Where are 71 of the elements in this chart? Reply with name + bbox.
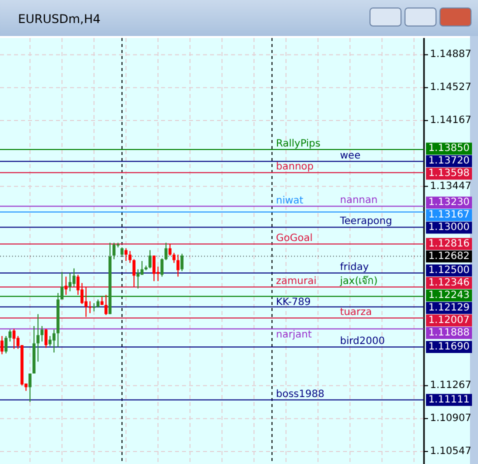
annotation: Teerapong bbox=[339, 216, 392, 228]
candlestick bbox=[176, 254, 180, 278]
ref-line-label: 1.13850 bbox=[428, 143, 470, 154]
candlestick bbox=[152, 255, 156, 282]
candlestick bbox=[12, 328, 16, 350]
candlestick bbox=[60, 272, 64, 300]
candlestick bbox=[132, 258, 136, 288]
ref-line-label: 1.11111 bbox=[428, 394, 470, 406]
annotation: KK-789 bbox=[276, 296, 311, 308]
annotation: RallyPips bbox=[276, 138, 320, 150]
y-tick-label: 1.14887 bbox=[430, 49, 472, 60]
candlestick bbox=[52, 329, 56, 353]
y-tick-label: 1.13447 bbox=[430, 180, 472, 192]
candlestick bbox=[136, 268, 140, 289]
ref-line-label: 1.13598 bbox=[428, 168, 470, 180]
ref-line-label: 1.12007 bbox=[428, 314, 470, 326]
y-tick-label: 1.10547 bbox=[430, 446, 472, 457]
annotation: bird2000 bbox=[340, 336, 385, 347]
candlestick bbox=[148, 250, 152, 269]
annotation: jax(เจ๊ก) bbox=[339, 274, 378, 287]
ref-line-label: 1.12682 bbox=[428, 250, 470, 262]
candlestick bbox=[168, 243, 172, 256]
candlestick bbox=[36, 314, 40, 362]
annotation: tuarza bbox=[340, 307, 372, 318]
annotation: nannan bbox=[340, 195, 378, 206]
ref-line-label: 1.13000 bbox=[428, 222, 470, 234]
ref-line-label: 1.12816 bbox=[428, 238, 470, 250]
ref-line-label: 1.12243 bbox=[428, 290, 470, 301]
annotation: boss1988 bbox=[276, 388, 324, 400]
y-tick-label: 1.11267 bbox=[430, 380, 472, 392]
ref-line-label: 1.12346 bbox=[428, 277, 470, 288]
y-tick-label: 1.14167 bbox=[430, 115, 472, 126]
candlestick bbox=[4, 336, 8, 354]
ref-line-label: 1.12129 bbox=[428, 302, 470, 314]
ref-line-label: 1.13230 bbox=[428, 197, 470, 208]
candlestick bbox=[140, 260, 144, 276]
annotation: niwat bbox=[276, 195, 304, 206]
candlestick bbox=[64, 276, 68, 296]
candlestick bbox=[44, 328, 48, 348]
ref-line-label: 1.12500 bbox=[428, 264, 470, 276]
candlestick bbox=[72, 268, 76, 288]
candlestick bbox=[28, 373, 32, 402]
candlestick bbox=[104, 294, 108, 316]
y-tick-label: 1.10907 bbox=[430, 413, 472, 424]
candlestick bbox=[180, 253, 184, 272]
candlestick bbox=[128, 250, 132, 264]
ref-line-label: 1.11888 bbox=[428, 327, 470, 338]
candlestick bbox=[112, 242, 116, 260]
candlestick bbox=[0, 336, 4, 355]
candlestick bbox=[48, 336, 52, 347]
candlestick bbox=[40, 325, 44, 342]
annotation: narjant bbox=[276, 329, 312, 340]
candlestick bbox=[164, 242, 168, 261]
candlestick bbox=[84, 286, 88, 318]
candlestick bbox=[160, 258, 164, 278]
ref-line-label: 1.13720 bbox=[428, 156, 470, 167]
annotation: zamurai bbox=[276, 276, 316, 288]
candlestick bbox=[172, 252, 176, 264]
ref-line-label: 1.13167 bbox=[428, 210, 470, 221]
candlestick bbox=[8, 329, 12, 342]
candlestick bbox=[88, 300, 92, 314]
annotation: bannop bbox=[276, 162, 314, 173]
annotation: GoGoal bbox=[276, 233, 313, 244]
annotation: friday bbox=[340, 262, 369, 273]
annotation: wee bbox=[340, 150, 360, 162]
chart-title: EURUSDm,H4 bbox=[18, 12, 101, 26]
y-tick-label: 1.14527 bbox=[430, 82, 472, 94]
candlestick bbox=[92, 302, 96, 312]
candlestick bbox=[124, 248, 128, 262]
ref-line-label: 1.11690 bbox=[428, 341, 470, 352]
candlestick bbox=[68, 272, 72, 292]
